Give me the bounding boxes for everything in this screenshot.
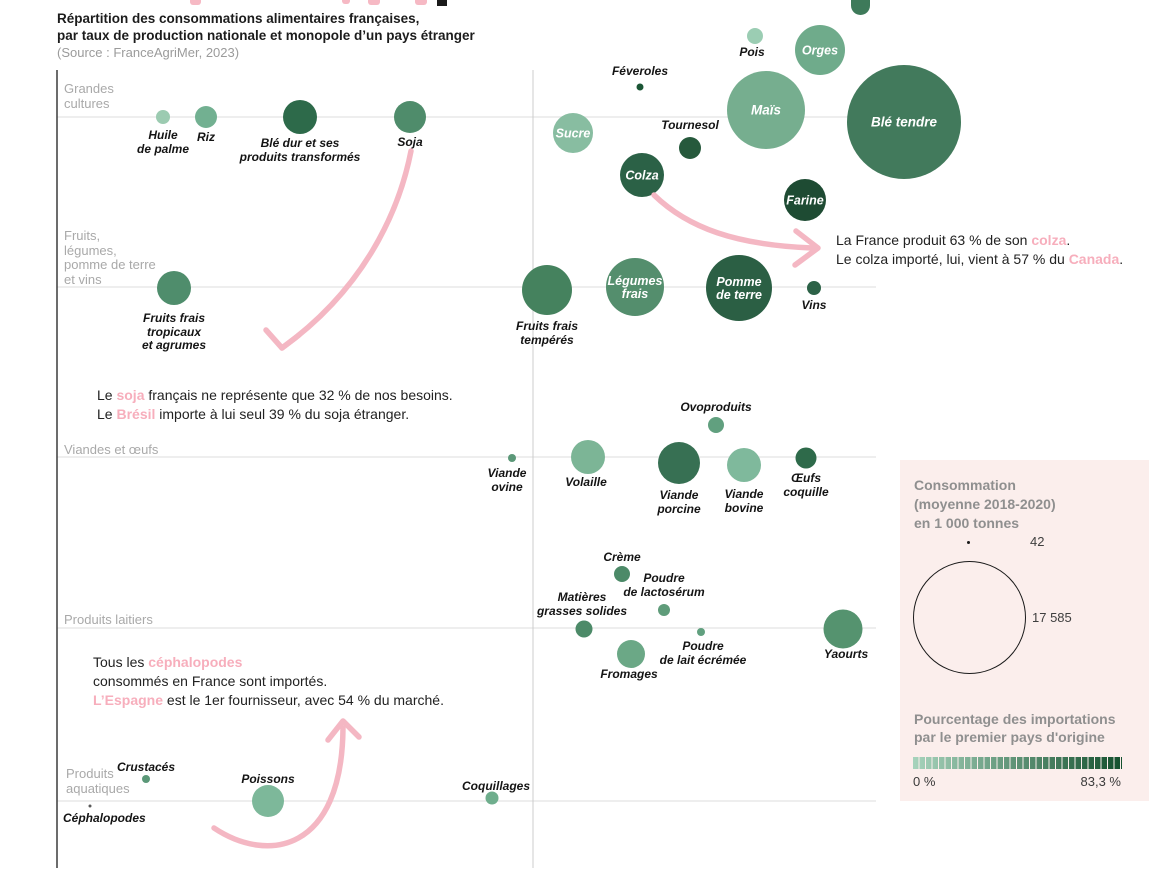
bubble-ble-dur [283,100,317,134]
bubble-label-sucre: Sucre [556,127,591,141]
title-fragment [368,0,380,5]
bubble-fruits-tropicaux [157,271,191,305]
legend-size-title: Consommation (moyenne 2018-2020) en 1 00… [914,477,1056,531]
bubble-viande-ovine [508,454,516,462]
bubble-oeufs-coquille [795,447,817,469]
bubble-huile-de-palme [156,110,170,124]
bubble-poudre-lait-ecremee [697,628,705,636]
legend-color-title: Pourcentage des importations par le prem… [914,711,1116,745]
legend-size-min-value: 42 [1030,534,1045,549]
bubble-fromages [617,640,645,668]
bubble-creme [614,566,630,582]
title-fragment [190,0,201,5]
title-fragment [415,0,427,5]
arrow-soja-head [263,327,302,351]
import-scale-bar [913,757,1122,769]
bubble-feveroles [636,83,644,91]
scale-max-label: 83,3 % [1080,774,1121,789]
bubble-label-ble-tendre: Blé tendre [871,115,938,130]
bubble-label-colza: Colza [625,169,658,183]
bubble-ble-tendre [847,65,961,179]
arrow-colza-head [792,228,821,268]
scale-min-label: 0 % [913,774,936,789]
bubble-vins [807,281,821,295]
chart-source: (Source : FranceAgriMer, 2023) [57,45,240,60]
chart-header: Répartition des consommations alimentair… [57,10,475,61]
bubble-matieres-grasses [575,620,593,638]
bubble-cephalopodes [88,804,92,808]
bubble-legumes-frais [606,258,664,316]
legend-size-max-value: 17 585 [1032,610,1072,625]
bubble-soja [394,101,426,133]
chart-title-line2: par taux de production nationale et mono… [57,28,475,43]
legend-size-dot-small [967,541,970,544]
bubble-poudre-lactoserum [658,604,670,616]
bubble-pois [747,28,763,44]
bubble-label-farine: Farine [786,194,824,208]
bubble-sucre [553,113,593,153]
bubble-label-mais: Maïs [751,103,782,118]
bubble-crustaces [142,775,150,783]
arrow-colza [651,192,815,251]
bubble-riz [195,106,217,128]
title-fragment [437,0,447,6]
bubble-coquillages [485,791,499,805]
bubble-pomme-de-terre [706,255,772,321]
arrow-cephalopodes-head [325,718,362,743]
bubble-ovoproduits [708,417,724,433]
bubble-orges [795,25,845,75]
bubble-mais [727,71,805,149]
legend-panel: Consommation (moyenne 2018-2020) en 1 00… [900,460,1149,801]
title-fragment [851,0,870,15]
bubble-volaille [571,440,605,474]
bubble-viande-porcine [658,442,700,484]
bubble-label-pomme-de-terre: Pomme de terre [716,275,762,302]
bubble-label-orges: Orges [802,44,838,58]
arrow-cephalopodes [211,725,346,849]
bubble-colza [620,153,664,197]
annotation-arrows [211,148,821,849]
bubble-yaourts [823,609,863,649]
title-fragment [342,0,350,4]
bubble-viande-bovine [727,448,761,482]
bubble-tournesol [679,137,701,159]
bubble-poissons [252,785,284,817]
bubble-fruits-temperes [522,265,572,315]
arrow-soja [279,148,414,351]
legend-size-circle-large [913,561,1026,674]
bubble-farine [784,179,826,221]
chart-title-line1: Répartition des consommations alimentair… [57,11,420,26]
bubble-label-legumes-frais: Légumes frais [608,274,663,301]
